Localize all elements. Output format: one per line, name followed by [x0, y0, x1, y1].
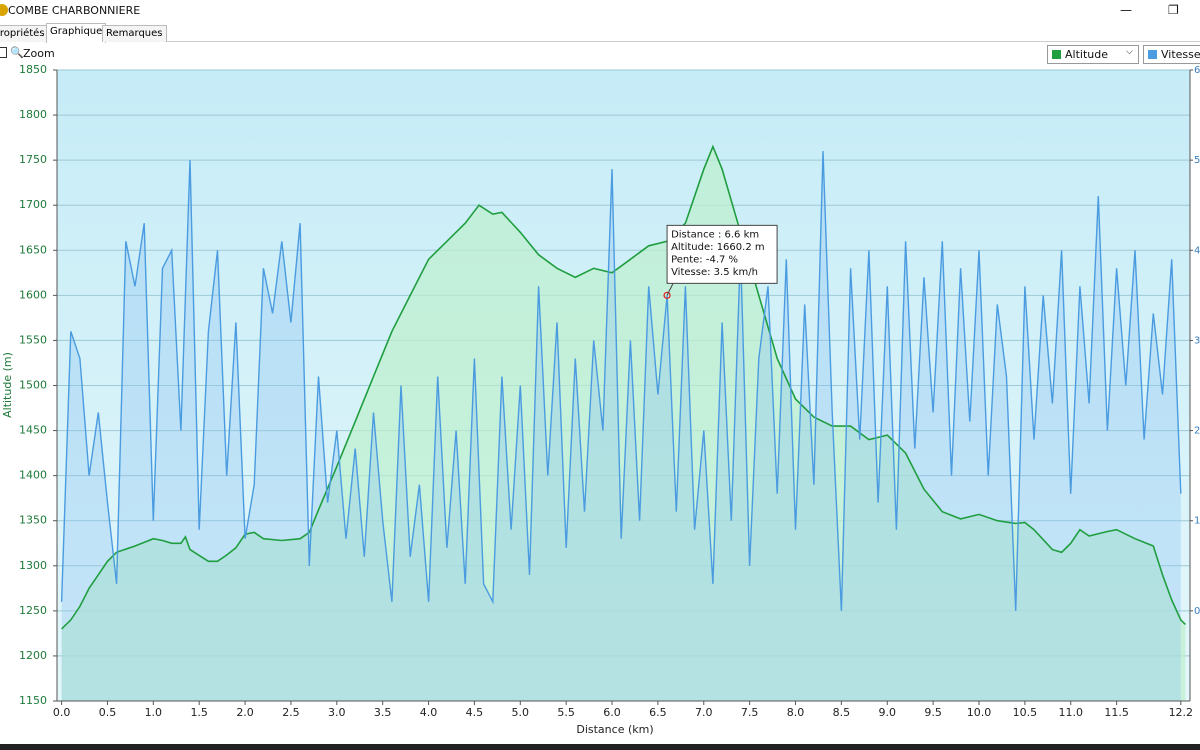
tooltip-line: Vitesse: 3.5 km/h: [671, 267, 758, 278]
y-tick-label: 1200: [19, 649, 47, 662]
title-bar: COMBE CHARBONNIERE — ❐: [0, 0, 1200, 22]
y-tick-label: 1750: [19, 153, 47, 166]
x-tick-label: 5.0: [512, 706, 530, 719]
y-tick-label: 1500: [19, 379, 47, 392]
taskbar-edge: [0, 744, 1200, 750]
y-tick-label: 1450: [19, 424, 47, 437]
x-tick-label: 6.5: [649, 706, 667, 719]
x-tick-label: 2.0: [236, 706, 254, 719]
y-axis-label: Altitude (m): [1, 352, 14, 418]
legend-swatch: [1148, 50, 1157, 59]
x-tick-label: 8.5: [833, 706, 851, 719]
x-tick-label: 7.5: [741, 706, 759, 719]
altitude-dropdown[interactable]: Altitude ⌵: [1047, 45, 1139, 64]
y-tick-label: 1650: [19, 243, 47, 256]
x-tick-label: 9.5: [924, 706, 942, 719]
zoom-label: Zoom: [23, 47, 55, 60]
tab-active[interactable]: Graphique: [46, 23, 107, 43]
y-tick-label: 1150: [19, 694, 47, 707]
app-icon: [0, 4, 8, 16]
legend-label: Vitesse: [1161, 48, 1200, 61]
x-tick-label: 5.5: [557, 706, 575, 719]
y-tick-label: 1600: [19, 288, 47, 301]
area: [61, 151, 1181, 702]
y2-tick-label: 6: [1194, 65, 1200, 76]
y2-tick-label: 1: [1194, 516, 1200, 527]
zoom-checkbox[interactable]: [0, 47, 7, 58]
x-tick-label: 11.0: [1058, 706, 1083, 719]
tooltip-box: [666, 224, 778, 284]
y-tick-label: 1400: [19, 469, 47, 482]
area: [61, 146, 1186, 702]
series-line: [61, 144, 1186, 630]
x-tick-label: 2.5: [282, 706, 300, 719]
y2-tick-label: 3: [1194, 335, 1200, 346]
legend-label: Altitude: [1065, 48, 1108, 61]
x-tick-label: 3.5: [374, 706, 392, 719]
tooltip-line: Altitude: 1660.2 m: [671, 242, 765, 253]
x-tick-label: 0.0: [53, 706, 71, 719]
x-tick-label: 10.5: [1013, 706, 1038, 719]
x-tick-label: 4.0: [420, 706, 438, 719]
x-axis-label: Distance (km): [576, 723, 653, 736]
window-title: COMBE CHARBONNIERE: [8, 4, 141, 17]
dropdown-arrow: ⌵: [1126, 47, 1133, 57]
tooltip-pointer: [666, 283, 674, 296]
y2-tick-label: 4: [1194, 245, 1200, 256]
x-tick-label: 4.5: [466, 706, 484, 719]
x-tick-label: 7.0: [695, 706, 713, 719]
y-tick-label: 1250: [19, 604, 47, 617]
y-tick-label: 1850: [19, 64, 47, 76]
x-tick-label: 1.5: [190, 706, 208, 719]
x-tick-label: 3.0: [328, 706, 346, 719]
y-tick-label: 1300: [19, 559, 47, 572]
x-tick-label: 11.5: [1104, 706, 1129, 719]
y2-tick-label: 2: [1194, 426, 1200, 437]
series-line: [60, 151, 1182, 611]
x-tick-label: 6.0: [603, 706, 621, 719]
y-tick-label: 1700: [19, 198, 47, 211]
x-tick-label: 10.0: [967, 706, 992, 719]
y-tick-label: 1550: [19, 333, 47, 346]
x-tick-label: 12.2: [1169, 706, 1194, 719]
tooltip-line: Pente: -4.7 %: [671, 254, 738, 265]
restore-button[interactable]: ❐: [1168, 3, 1179, 17]
legend-swatch: [1052, 50, 1061, 59]
minimize-button[interactable]: —: [1120, 3, 1132, 17]
tab[interactable]: Propriétés: [0, 25, 49, 42]
chart: 1150120012501300135014001450150015501600…: [1, 64, 1200, 736]
y-tick-label: 1350: [19, 514, 47, 527]
vitesse-dropdown[interactable]: Vitesse: [1143, 45, 1200, 64]
y2-tick-label: 0: [1194, 606, 1200, 617]
y2-tick-label: 5: [1194, 155, 1200, 166]
x-tick-label: 0.5: [99, 706, 117, 719]
tab-line: [0, 41, 1200, 42]
x-tick-label: 9.0: [879, 706, 897, 719]
x-tick-label: 8.0: [787, 706, 805, 719]
tab[interactable]: Remarques: [102, 25, 167, 42]
x-tick-label: 1.0: [145, 706, 163, 719]
y-tick-label: 1800: [19, 108, 47, 121]
tooltip-marker: [663, 291, 671, 299]
zoom-icon: 🔍: [10, 46, 24, 59]
tooltip-line: Distance : 6.6 km: [671, 229, 759, 240]
